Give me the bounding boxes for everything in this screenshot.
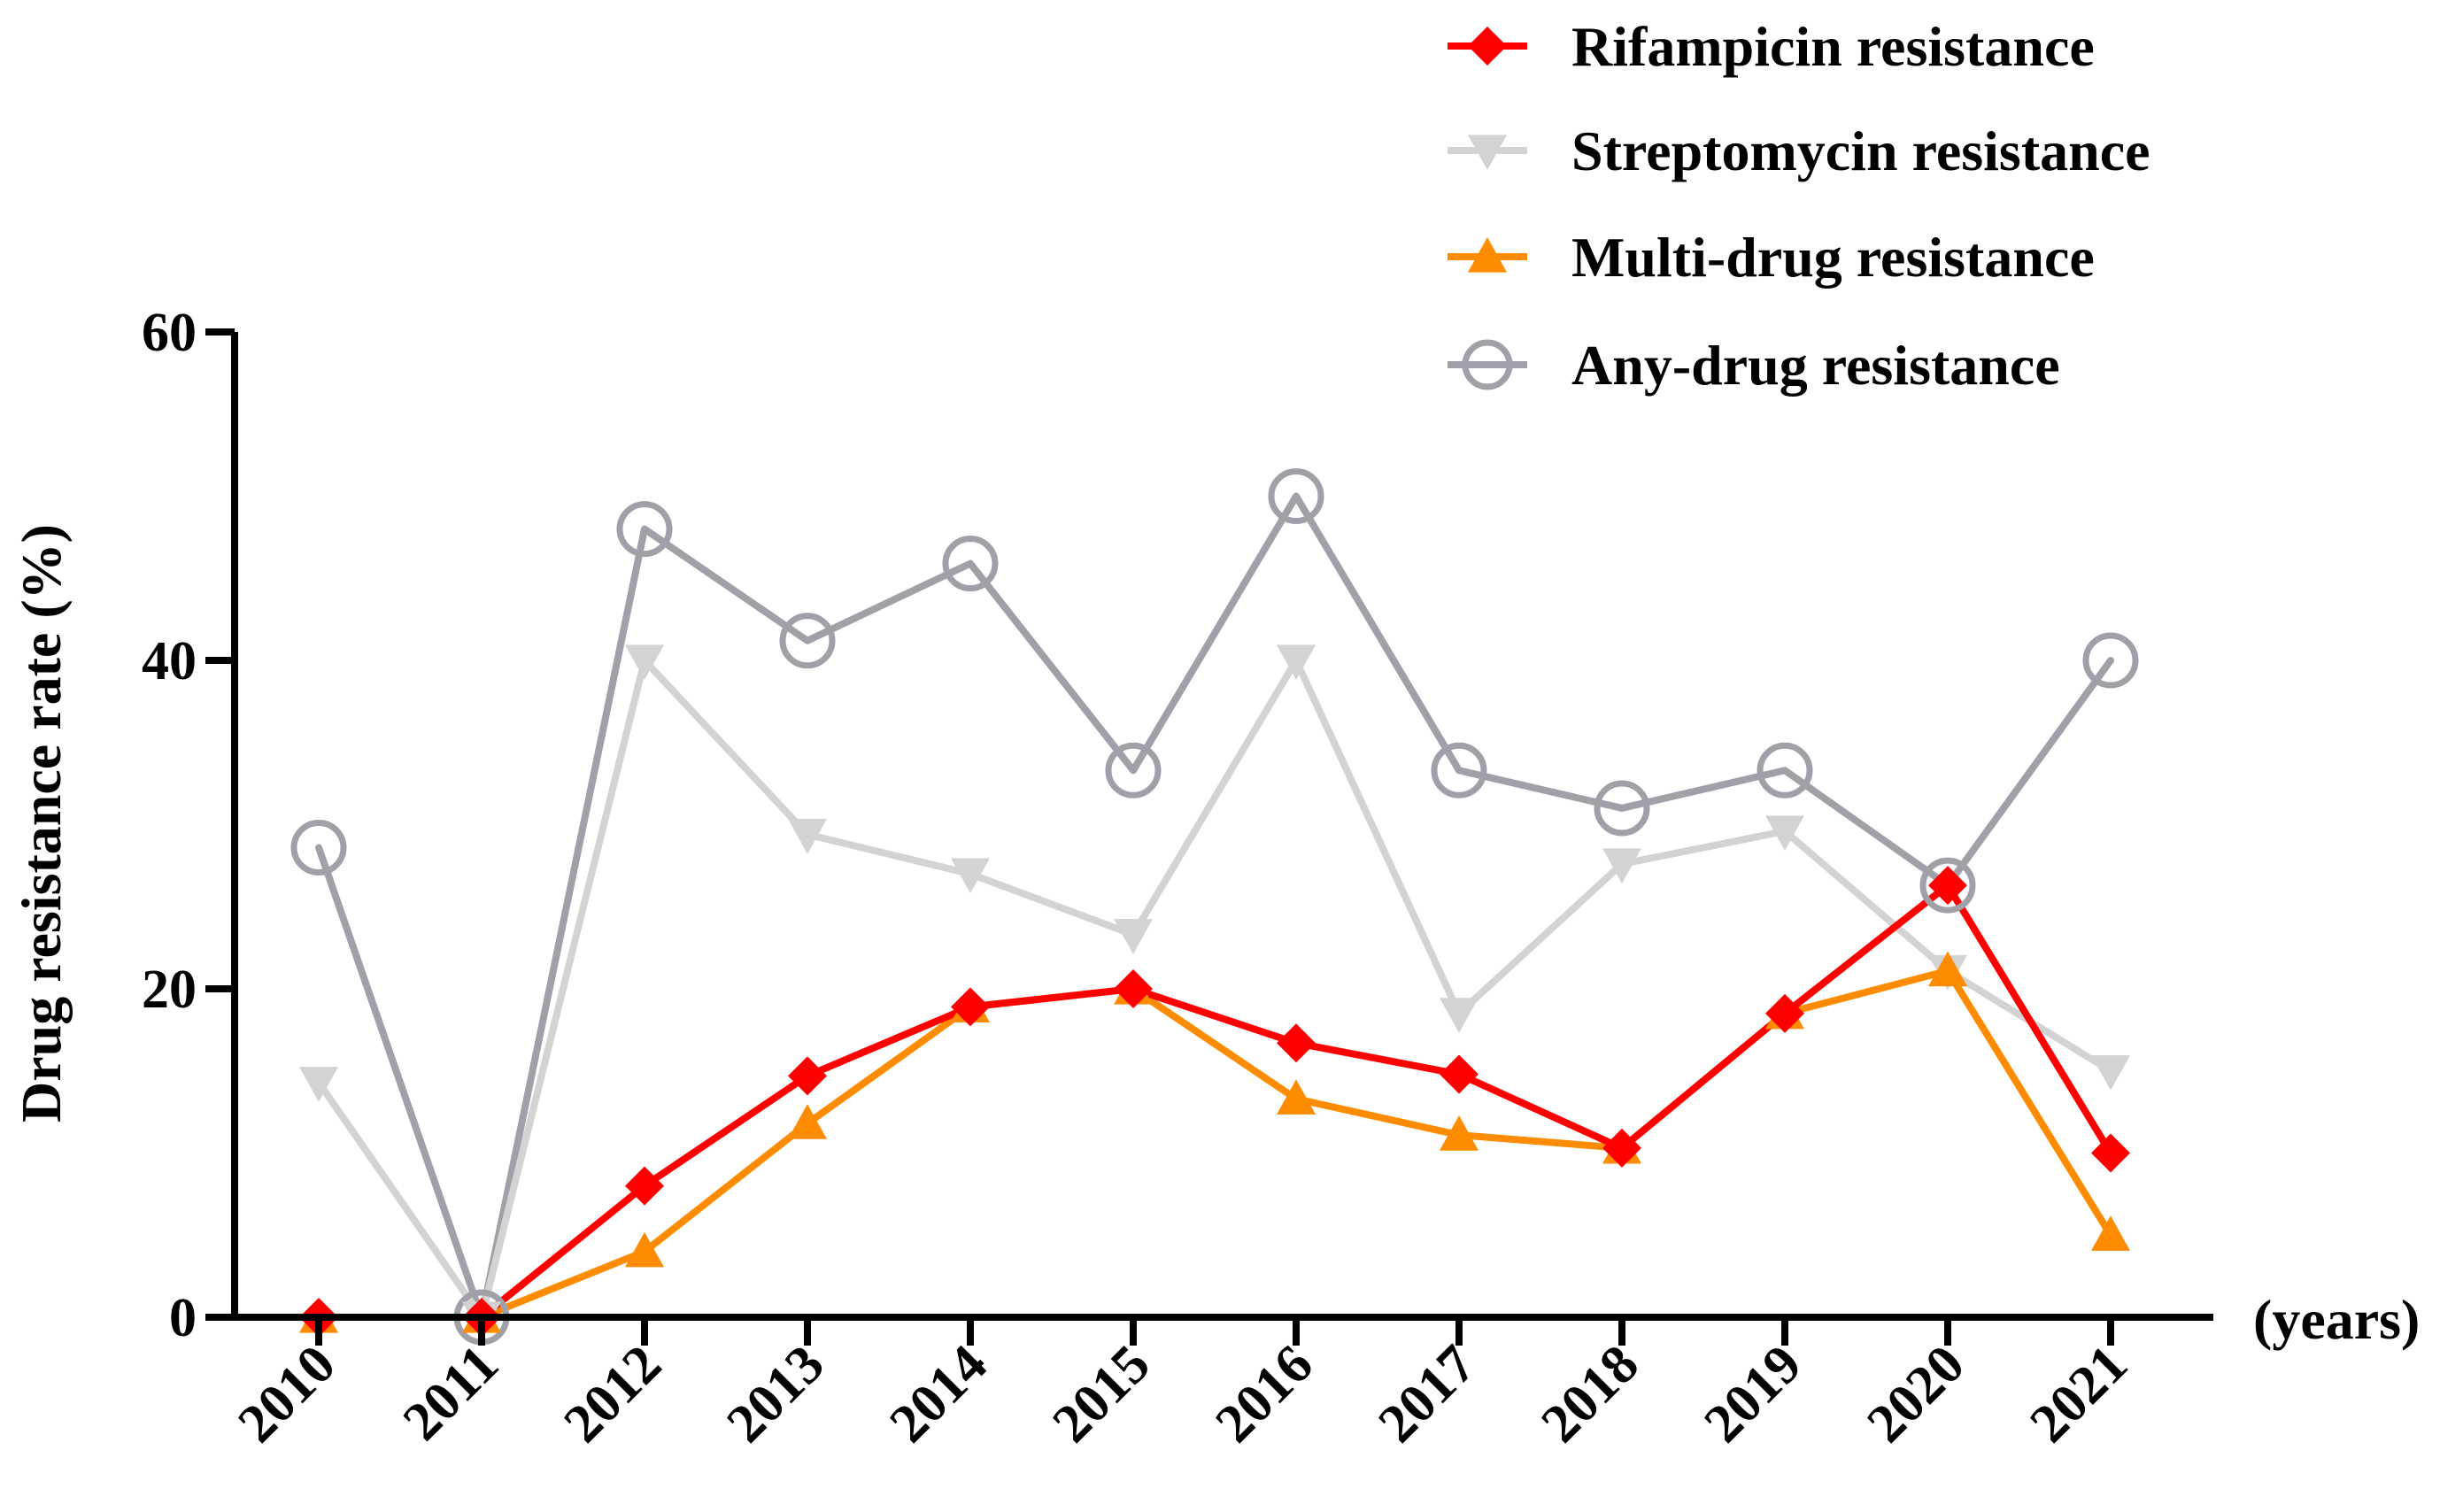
- y-tick-label: 20: [142, 960, 197, 1020]
- legend-marker: [1462, 339, 1513, 390]
- data-point-2-6: [1277, 1079, 1316, 1115]
- x-tick-label: 2019: [1693, 1334, 1813, 1454]
- data-point-2-2: [625, 1231, 664, 1268]
- x-axis-label: (years): [2253, 1288, 2420, 1351]
- x-tick-label: 2015: [1041, 1334, 1162, 1454]
- data-point-3-8: [1594, 780, 1650, 837]
- data-point-1-3: [788, 819, 827, 854]
- x-tick-label: 2017: [1367, 1334, 1487, 1454]
- x-axis-ticks: 2010 2011 2012 2013 2014 2015 2016 2017 2018 2019…: [227, 1317, 2139, 1454]
- series-line-0: [315, 882, 2114, 1321]
- y-axis-ticks: 0 20 40 60: [142, 303, 235, 1348]
- y-axis-label: Drug resistance rate (%): [10, 524, 73, 1122]
- data-point-3-5: [1105, 742, 1162, 798]
- legend-marker: [1468, 27, 1507, 66]
- x-tick-label: 2018: [1530, 1334, 1650, 1454]
- data-point-0-4: [951, 987, 990, 1027]
- legend-marker: [1468, 135, 1507, 170]
- data-point-1-5: [1114, 919, 1153, 954]
- data-point-1-4: [951, 858, 990, 894]
- legend-marker: [1468, 237, 1507, 273]
- data-point-2-11: [2091, 1215, 2130, 1251]
- data-point-0-5: [1114, 969, 1153, 1008]
- data-point-1-9: [1765, 815, 1804, 851]
- series-line-2: [315, 967, 2114, 1321]
- data-point-3-6: [1268, 468, 1324, 524]
- data-point-0-8: [1602, 1128, 1641, 1168]
- data-point-0-6: [1277, 1023, 1316, 1063]
- data-point-0-3: [788, 1056, 827, 1096]
- series-markers: [290, 468, 2139, 1346]
- y-tick-label: 0: [169, 1288, 197, 1348]
- x-tick-label: 2020: [1856, 1334, 1976, 1454]
- data-point-3-3: [779, 613, 836, 669]
- legend: Rifampicin resistance Streptomycin resist…: [1448, 15, 2150, 397]
- data-point-1-2: [625, 644, 664, 680]
- series-line-3: [315, 492, 2114, 1321]
- data-point-1-8: [1602, 848, 1641, 884]
- data-point-0-9: [1765, 993, 1804, 1033]
- x-tick-label: 2021: [2019, 1334, 2139, 1454]
- data-point-0-7: [1440, 1054, 1479, 1094]
- legend-label: Any-drug resistance: [1571, 334, 2060, 397]
- data-point-2-10: [1928, 951, 1967, 987]
- x-tick-label: 2014: [878, 1334, 999, 1454]
- data-point-3-9: [1757, 742, 1813, 798]
- legend-label: Streptomycin resistance: [1571, 120, 2150, 182]
- data-point-1-0: [299, 1067, 338, 1102]
- x-tick-label: 2011: [392, 1334, 510, 1452]
- data-point-3-4: [942, 536, 999, 592]
- data-point-2-7: [1440, 1115, 1479, 1151]
- data-point-1-11: [2091, 1055, 2130, 1091]
- data-point-0-11: [2091, 1133, 2130, 1173]
- legend-label: Rifampicin resistance: [1571, 15, 2095, 78]
- x-tick-label: 2013: [715, 1334, 836, 1454]
- y-tick-label: 60: [142, 303, 197, 363]
- data-point-0-10: [1928, 866, 1967, 906]
- x-tick-label: 2010: [227, 1334, 347, 1454]
- data-point-1-7: [1440, 998, 1479, 1033]
- x-tick-label: 2016: [1204, 1334, 1324, 1454]
- legend-label: Multi-drug resistance: [1571, 226, 2095, 289]
- data-point-3-11: [2082, 632, 2139, 689]
- data-point-1-6: [1277, 644, 1316, 680]
- x-tick-label: 2012: [552, 1334, 673, 1454]
- data-point-3-0: [290, 819, 347, 876]
- data-point-3-10: [1919, 857, 1976, 914]
- data-point-2-3: [788, 1104, 827, 1139]
- series-lines: [315, 492, 2114, 1321]
- data-point-3-7: [1431, 742, 1487, 798]
- data-point-0-2: [625, 1166, 664, 1206]
- data-point-3-2: [616, 501, 673, 558]
- series-line-1: [315, 657, 2114, 1321]
- y-tick-label: 40: [142, 631, 197, 691]
